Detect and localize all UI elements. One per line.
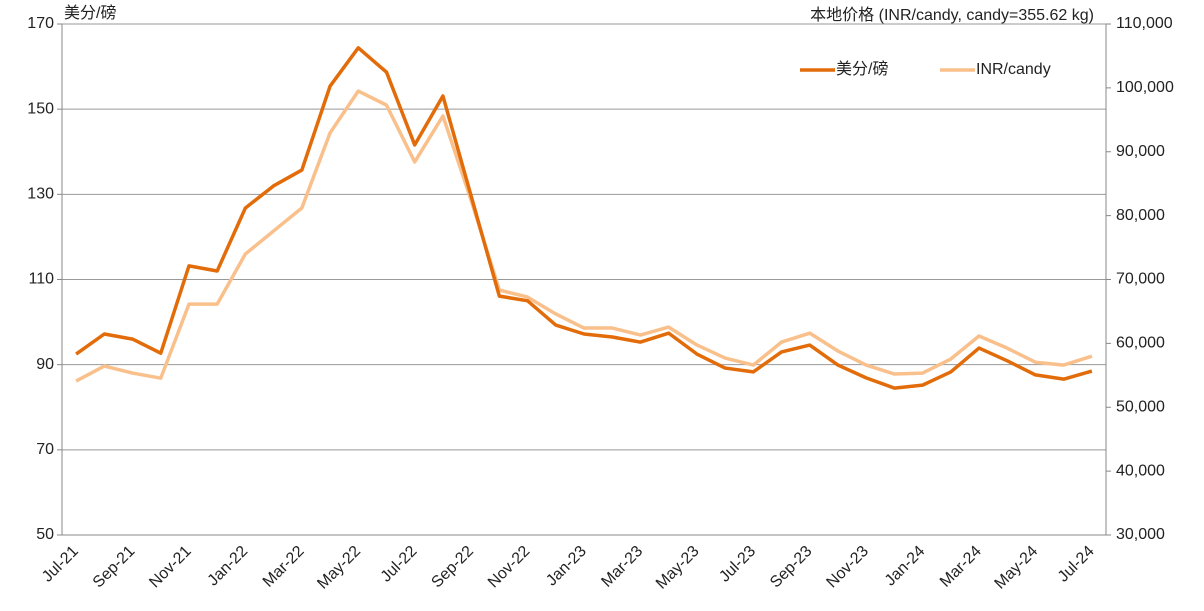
y2-tick-label: 90,000	[1116, 143, 1165, 160]
x-tick-label: Nov-23	[823, 543, 872, 592]
y2-tick-label: 30,000	[1116, 526, 1165, 543]
y-tick-label: 150	[27, 100, 54, 117]
x-tick-label: Jan-22	[205, 543, 252, 590]
y2-tick-label: 50,000	[1116, 398, 1165, 415]
y-tick-label: 90	[36, 356, 54, 373]
x-tick-label: Jul-21	[39, 543, 82, 586]
y2-axis-label: 本地价格 (INR/candy, candy=355.62 kg)	[810, 6, 1094, 24]
x-tick-label: May-23	[653, 543, 703, 593]
y-tick-label: 110	[28, 271, 54, 288]
y2-tick-label: 80,000	[1116, 207, 1165, 224]
y2-tick-label: 60,000	[1116, 335, 1165, 352]
x-tick-label: Nov-21	[146, 543, 195, 592]
x-tick-label: Mar-22	[260, 543, 308, 591]
x-tick-label: May-24	[992, 543, 1042, 593]
y-tick-label: 70	[36, 441, 54, 458]
x-tick-label: Sep-21	[90, 543, 139, 592]
x-tick-label: May-22	[314, 543, 364, 593]
x-tick-label: Sep-23	[767, 543, 816, 592]
y2-tick-label: 110,000	[1116, 15, 1173, 32]
x-tick-label: Jan-23	[543, 543, 590, 590]
x-tick-label: Jul-22	[378, 543, 421, 586]
x-tick-label: Nov-22	[485, 543, 534, 592]
x-tick-label: Mar-24	[937, 543, 985, 591]
x-tick-label: Jul-23	[716, 543, 759, 586]
legend-label: 美分/磅	[836, 60, 888, 78]
line-series	[75, 89, 1093, 383]
y-axis-label: 美分/磅	[64, 4, 116, 22]
legend-label: INR/candy	[976, 61, 1051, 78]
x-tick-label: Jan-24	[882, 543, 929, 590]
y-tick-label: 170	[27, 15, 54, 32]
y2-tick-label: 100,000	[1116, 79, 1174, 96]
x-tick-label: Sep-22	[428, 543, 477, 592]
y2-tick-label: 70,000	[1116, 271, 1165, 288]
x-tick-label: Jul-24	[1055, 543, 1098, 586]
y-tick-label: 50	[36, 526, 54, 543]
line-series	[75, 46, 1093, 390]
x-tick-label: Mar-23	[598, 543, 646, 591]
y2-tick-label: 40,000	[1116, 462, 1165, 479]
y-tick-label: 130	[27, 186, 54, 203]
